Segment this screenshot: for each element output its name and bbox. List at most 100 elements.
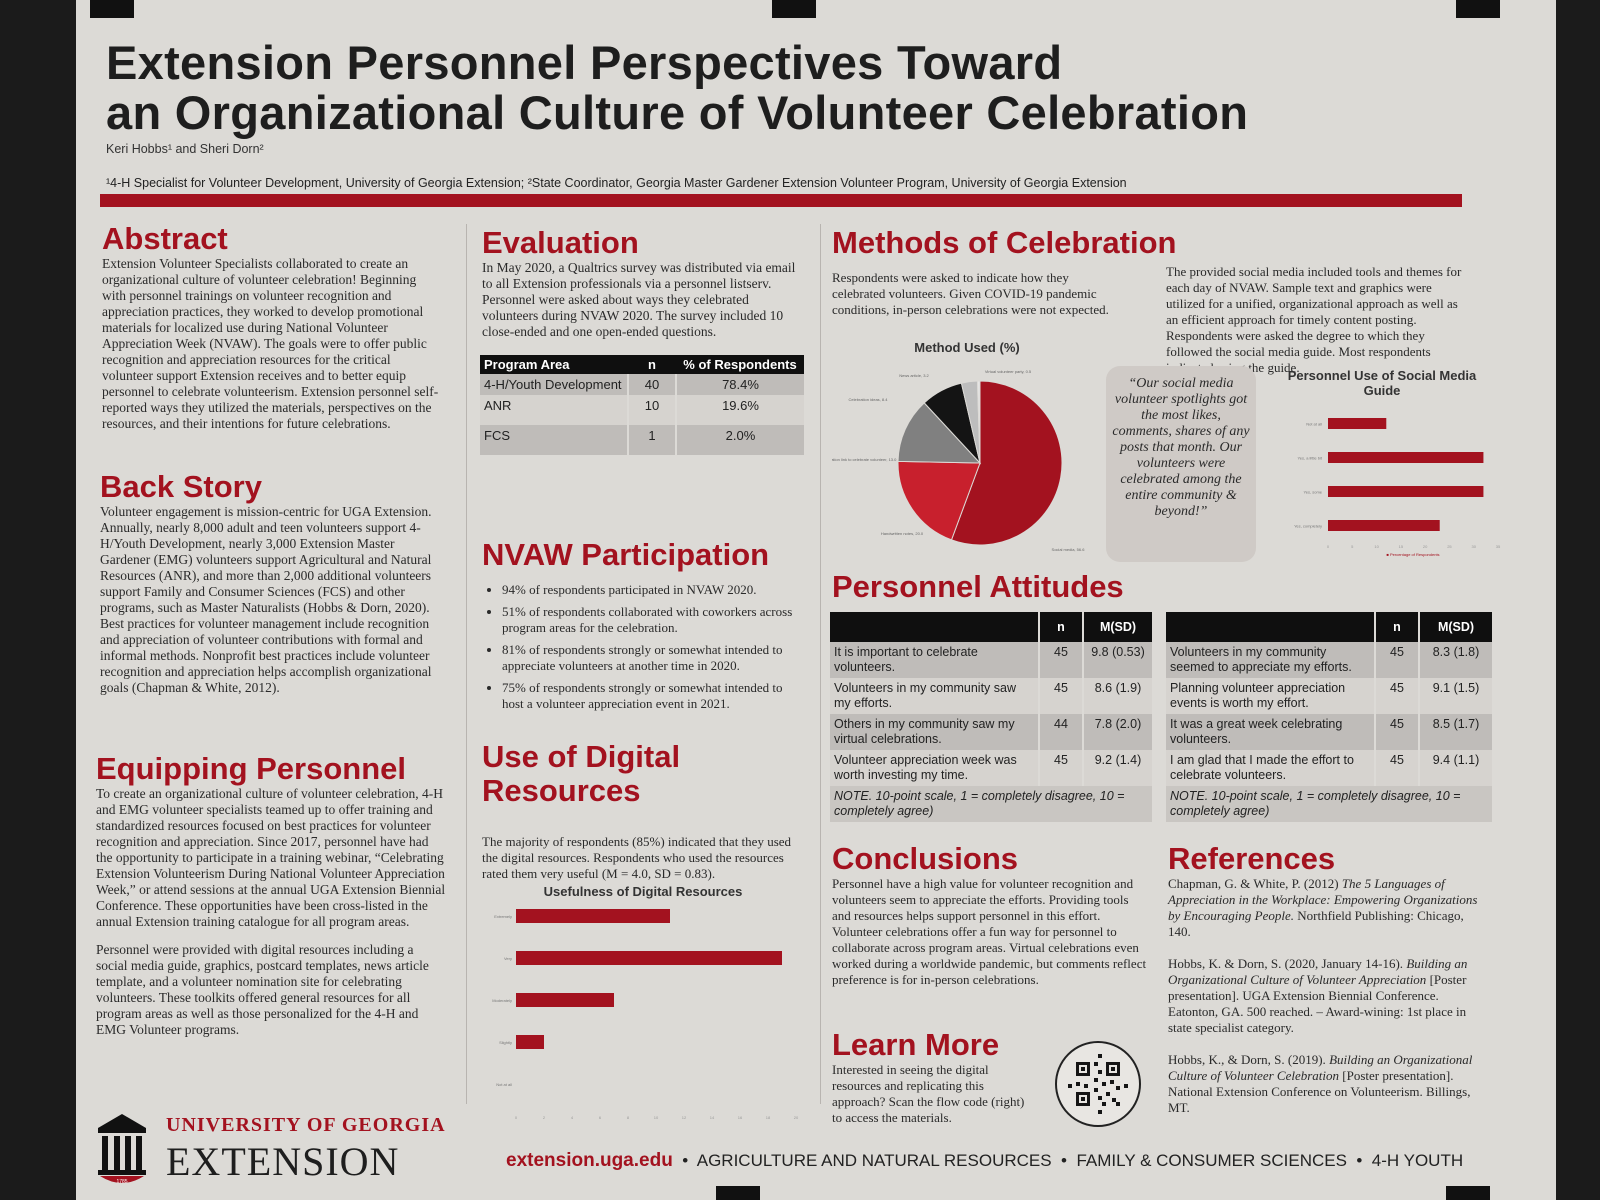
ref-title: Building an Organizational Culture of Vo… <box>1168 1052 1473 1083</box>
method-used-pie-svg: Social media, 56.6 Handwritten notes, 20.… <box>820 369 1086 552</box>
table-cell: 4-H/Youth Development <box>480 374 629 395</box>
table-cell: 45 <box>1375 642 1420 678</box>
method-used-chart: Method Used (%) Social media, 56.6 Handwr… <box>820 340 1102 560</box>
bar-category-label: Extremely <box>494 914 512 919</box>
bar-category-label: Yes, a little bit <box>1297 456 1322 461</box>
title-line-1: Extension Personnel Perspectives Toward <box>106 36 1063 89</box>
table-header: Program Area <box>480 355 628 374</box>
pie-slice <box>897 460 981 541</box>
logo-extension: EXTENSION <box>166 1139 400 1184</box>
table-cell: 7.8 (2.0) <box>1083 714 1152 750</box>
table-row: ANR 10 19.6% <box>480 395 804 425</box>
bar <box>1328 418 1387 429</box>
footer-program: FAMILY & CONSUMER SCIENCES <box>1076 1151 1347 1170</box>
social-guide-svg: Not at all Yes, a little bit Yes, some Yes,… <box>1294 418 1501 557</box>
bar <box>516 993 614 1007</box>
back-story-text: Volunteer engagement is mission-centric … <box>100 504 432 695</box>
attitudes-table-right: n M(SD) Volunteers in my community seeme… <box>1166 612 1492 822</box>
digital-heading-line-2: Resources <box>482 773 641 808</box>
table-cell: 8.6 (1.9) <box>1083 678 1152 714</box>
ref-text: Northfield Publishing: Chicago, 140. <box>1168 908 1464 939</box>
pie-data-label: Handwritten notes, 20.0 <box>881 531 924 536</box>
table-cell: It is important to celebrate volunteers. <box>830 642 1040 678</box>
methods-section: Methods of Celebration <box>832 226 1492 260</box>
attitudes-table-left: n M(SD) It is important to celebrate vol… <box>830 612 1152 822</box>
authors: Keri Hobbs¹ and Sheri Dorn² <box>106 142 264 156</box>
conclusions-text: Personnel have a high value for voluntee… <box>832 876 1147 987</box>
references-list: Chapman, G. & White, P. (2012) The 5 Lan… <box>1168 876 1486 1116</box>
table-header <box>1166 612 1376 642</box>
conclusions-heading: Conclusions <box>832 841 1019 876</box>
x-tick-label: 2 <box>543 1115 546 1119</box>
table-cell: Volunteers in my community saw my effort… <box>830 678 1040 714</box>
x-tick-label: 30 <box>1471 544 1476 549</box>
table-note: NOTE. 10-point scale, 1 = completely dis… <box>830 786 1152 822</box>
logo-year: 1785 <box>116 1179 127 1185</box>
nvaw-bullets: 94% of respondents participated in NVAW … <box>482 582 804 712</box>
back-story-section: Back Story Volunteer engagement is missi… <box>100 470 440 696</box>
table-cell: ANR <box>480 395 629 425</box>
footer-url[interactable]: extension.uga.edu <box>506 1150 673 1171</box>
table-header: n <box>1375 612 1420 642</box>
table-cell: Others in my community saw my virtual ce… <box>830 714 1040 750</box>
equipping-section: Equipping Personnel To create an organiz… <box>96 752 446 1038</box>
table-row: FCS 1 2.0% <box>480 425 804 455</box>
table-row: NOTE. 10-point scale, 1 = completely dis… <box>830 786 1152 822</box>
pie-slice <box>950 380 1063 546</box>
x-tick-label: 8 <box>627 1115 630 1119</box>
nvaw-section: NVAW Participation 94% of respondents pa… <box>482 538 804 718</box>
table-cell: FCS <box>480 425 629 455</box>
table-row: Volunteers in my community saw my effort… <box>830 678 1152 714</box>
pie-data-label: Virtual volunteer party, 0.5 <box>985 369 1032 374</box>
table-cell: 78.4% <box>676 374 804 395</box>
list-item: 94% of respondents participated in NVAW … <box>502 582 804 598</box>
table-row: Volunteer appreciation week was worth in… <box>830 750 1152 786</box>
table-row: It was a great week celebrating voluntee… <box>1166 714 1492 750</box>
x-tick-label: 0 <box>515 1115 518 1119</box>
x-tick-label: 10 <box>1374 544 1379 549</box>
digital-heading: Use of Digital Resources <box>482 740 804 808</box>
list-item: Hobbs, K. & Dorn, S. (2020, January 14-1… <box>1168 956 1486 1036</box>
table-note: NOTE. 10-point scale, 1 = completely dis… <box>1166 786 1492 822</box>
bar <box>1328 486 1484 497</box>
pie-data-label: Nomination link to celebrate volunteer, … <box>832 457 897 462</box>
table-cell: Volunteer appreciation week was worth in… <box>830 750 1040 786</box>
evaluation-text: In May 2020, a Qualtrics survey was dist… <box>482 260 796 339</box>
table-cell: Planning volunteer appreciation events i… <box>1166 678 1376 714</box>
usefulness-chart: Usefulness of Digital Resources Extremel… <box>482 884 804 1124</box>
list-item: 75% of respondents strongly or somewhat … <box>502 680 804 712</box>
header-divider <box>100 194 1462 207</box>
bar <box>1328 452 1484 463</box>
table-row: NOTE. 10-point scale, 1 = completely dis… <box>1166 786 1492 822</box>
table-header: M(SD) <box>1419 612 1492 642</box>
digital-section: Use of Digital Resources The majority of… <box>482 740 804 882</box>
table-cell: 2.0% <box>676 425 804 455</box>
bar-category-label: Very <box>504 956 512 961</box>
table-header: n <box>1039 612 1084 642</box>
chart-title: Method Used (%) <box>914 340 1020 355</box>
uga-extension-logo: 1785 UNIVERSITY OF GEORGIA EXTENSION <box>94 1110 454 1190</box>
bar-category-label: Slightly <box>499 1040 512 1045</box>
poster-title: Extension Personnel Perspectives Toward … <box>106 38 1248 138</box>
program-area-table: Program Area n % of Respondents 4-H/Yout… <box>480 355 804 455</box>
equipping-heading: Equipping Personnel <box>96 751 407 786</box>
table-cell: 9.2 (1.4) <box>1083 750 1152 786</box>
references-heading: References <box>1168 841 1336 876</box>
ref-text: Chapman, G. & White, P. (2012) <box>1168 876 1342 891</box>
bar <box>516 951 782 965</box>
learn-more-section: Learn More Interested in seeing the digi… <box>832 1028 1032 1126</box>
x-tick-label: 14 <box>710 1115 715 1119</box>
table-row: Planning volunteer appreciation events i… <box>1166 678 1492 714</box>
usefulness-chart-svg: Extremely Very Moderately Slightly Not at al… <box>492 909 799 1120</box>
table-cell: 9.1 (1.5) <box>1419 678 1492 714</box>
digital-heading-line-1: Use of Digital <box>482 739 681 774</box>
binder-clip <box>90 0 134 18</box>
ref-text: [Poster presentation]. UGA Extension Bie… <box>1168 972 1467 1035</box>
digital-text: The majority of respondents (85%) indica… <box>482 834 792 881</box>
table-cell: 45 <box>1375 750 1420 786</box>
references-section: References Chapman, G. & White, P. (2012… <box>1168 842 1486 1132</box>
table-row: 4-H/Youth Development 40 78.4% <box>480 374 804 395</box>
affiliations: ¹4-H Specialist for Volunteer Developmen… <box>106 176 1127 190</box>
table-cell: 45 <box>1375 714 1420 750</box>
qr-code-icon[interactable] <box>1054 1040 1142 1128</box>
